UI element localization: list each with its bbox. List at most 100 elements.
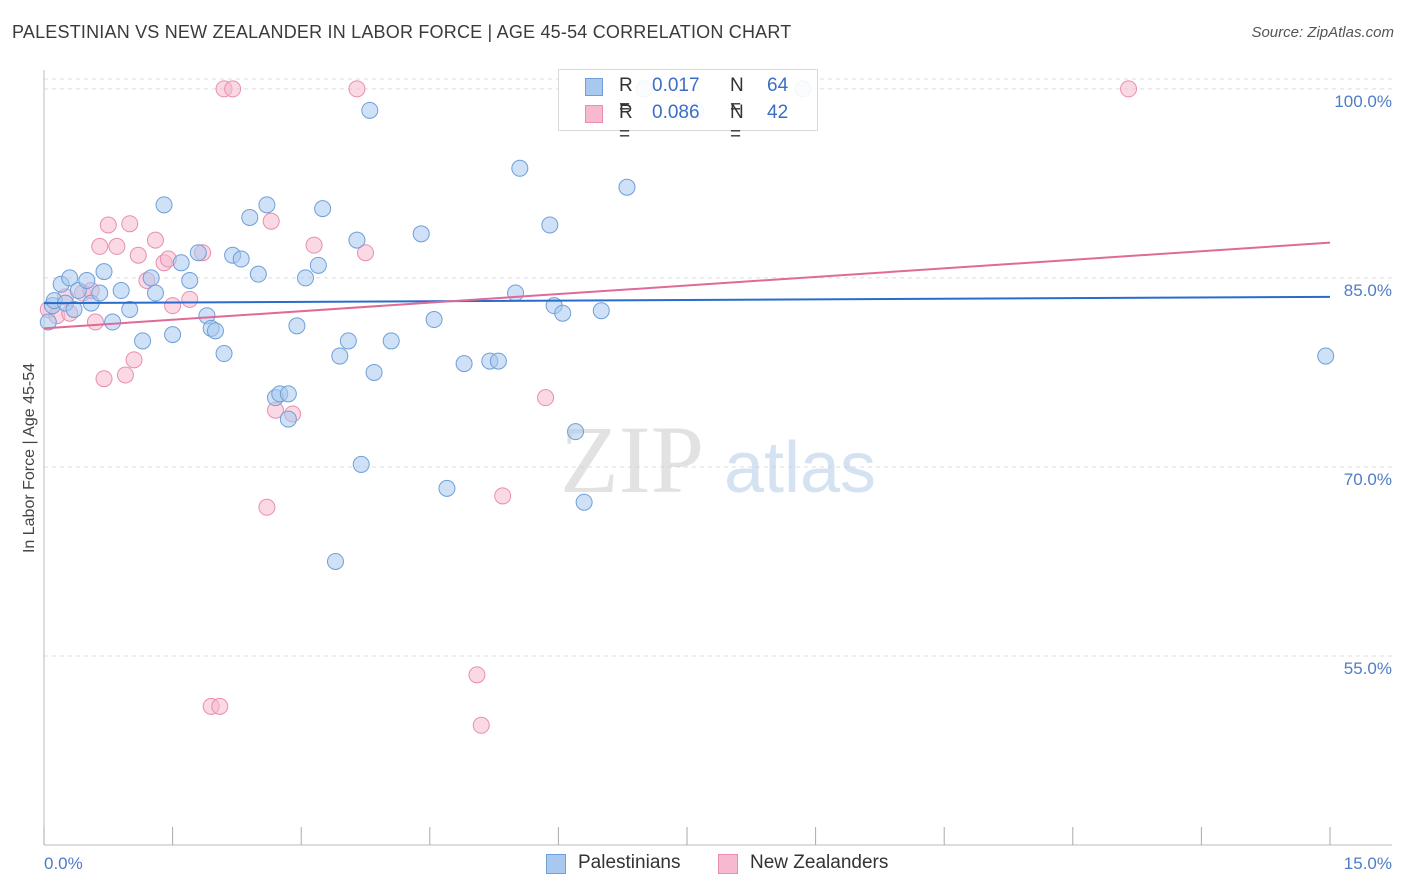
legend-n-label: N = — [730, 75, 744, 118]
y-tick-label: 85.0% — [1344, 281, 1392, 300]
new-zealander-point — [129, 246, 147, 264]
palestinian-point — [142, 269, 160, 287]
palestinian-point — [365, 363, 383, 381]
new-zealander-point — [305, 236, 323, 254]
legend: R = 0.017 N = 64 R = 0.086 N = 42 — [558, 69, 818, 145]
legend-swatch-pink — [585, 105, 603, 123]
new-zealander-point — [86, 313, 104, 331]
palestinian-point — [348, 231, 366, 249]
source-label: Source: ZipAtlas.com — [1251, 24, 1394, 41]
palestinian-point — [206, 322, 224, 340]
palestinian-point — [296, 269, 314, 287]
new-zealander-point — [164, 297, 182, 315]
new-zealander-point — [121, 215, 139, 233]
trend-lines — [43, 241, 1331, 330]
new-zealander-point — [472, 716, 490, 734]
palestinian-point — [258, 196, 276, 214]
new-zealander-point — [95, 370, 113, 388]
palestinian-point — [232, 250, 250, 268]
palestinian-point — [164, 326, 182, 344]
legend-r-label: R = — [619, 102, 633, 145]
bottom-swatch-pink — [718, 854, 738, 874]
y-axis-label: In Labor Force | Age 45-54 — [21, 363, 38, 553]
new-zealander-point — [108, 237, 126, 255]
new-zealander-point — [211, 697, 229, 715]
legend-r-label: R = — [619, 75, 633, 118]
palestinian-point — [249, 265, 267, 283]
palestinian-point — [352, 455, 370, 473]
palestinian-point — [288, 317, 306, 335]
bottom-legend-label: Palestinians — [578, 852, 681, 873]
palestinian-point — [189, 244, 207, 262]
watermark-atlas: atlas — [724, 428, 876, 508]
new-zealander-point — [91, 237, 109, 255]
palestinian-point — [618, 178, 636, 196]
palestinian-point — [134, 332, 152, 350]
palestinians-trend-line — [43, 295, 1331, 305]
new-zealander-point — [1120, 80, 1138, 98]
new-zealander-point — [494, 487, 512, 505]
new-zealander-point — [99, 216, 117, 234]
palestinian-point — [155, 196, 173, 214]
palestinian-point — [215, 345, 233, 363]
x-tick-max: 15.0% — [1344, 854, 1392, 873]
palestinian-point — [489, 352, 507, 370]
palestinian-point — [279, 385, 297, 403]
grid-lines — [44, 78, 1392, 657]
palestinian-point — [575, 493, 593, 511]
legend-r-value: 0.017 — [652, 75, 700, 96]
palestinian-point — [567, 423, 585, 441]
palestinian-point — [339, 332, 357, 350]
palestinian-point — [425, 311, 443, 329]
new-zealanders-trend-line — [43, 241, 1331, 330]
palestinian-point — [112, 282, 130, 300]
palestinian-point — [121, 300, 139, 318]
palestinian-point — [181, 271, 199, 289]
palestinian-point — [361, 101, 379, 119]
new-zealander-point — [125, 351, 143, 369]
palestinian-point — [326, 552, 344, 570]
new-zealander-point — [116, 366, 134, 384]
palestinian-point — [146, 284, 164, 302]
axes — [43, 70, 1392, 846]
palestinians-points — [39, 80, 1335, 570]
palestinian-point — [412, 225, 430, 243]
new-zealander-point — [537, 389, 555, 407]
y-tick-label: 70.0% — [1344, 470, 1392, 489]
bottom-legend-label: New Zealanders — [750, 852, 889, 873]
palestinian-point — [511, 159, 529, 177]
palestinian-point — [314, 200, 332, 218]
palestinian-point — [592, 302, 610, 320]
legend-n-label: N = — [730, 102, 744, 145]
legend-swatch-blue — [585, 78, 603, 96]
palestinian-point — [455, 355, 473, 373]
palestinian-point — [61, 269, 79, 287]
new-zealander-point — [468, 666, 486, 684]
palestinian-point — [95, 263, 113, 281]
palestinian-point — [331, 347, 349, 365]
new-zealander-point — [348, 80, 366, 98]
new-zealander-point — [181, 290, 199, 308]
new-zealander-point — [258, 498, 276, 516]
palestinian-point — [104, 313, 122, 331]
y-tick-label: 55.0% — [1344, 659, 1392, 678]
palestinian-point — [78, 271, 96, 289]
bottom-swatch-blue — [546, 854, 566, 874]
y-tick-label: 100.0% — [1334, 92, 1392, 111]
chart-title: PALESTINIAN VS NEW ZEALANDER IN LABOR FO… — [12, 22, 792, 42]
new-zealander-point — [224, 80, 242, 98]
new-zealander-point — [146, 231, 164, 249]
palestinian-point — [39, 313, 57, 331]
palestinian-point — [65, 300, 83, 318]
new-zealander-point — [262, 212, 280, 230]
y-tick-labels: 55.0% 70.0% 85.0% 100.0% — [1334, 92, 1392, 678]
legend-n-value: 64 — [767, 75, 789, 96]
palestinian-point — [1317, 347, 1335, 365]
palestinian-point — [91, 284, 109, 302]
legend-n-value: 42 — [767, 102, 789, 123]
palestinian-point — [554, 304, 572, 322]
palestinian-point — [507, 284, 525, 302]
palestinian-point — [438, 479, 456, 497]
palestinian-point — [382, 332, 400, 350]
x-tick-min: 0.0% — [44, 854, 83, 873]
